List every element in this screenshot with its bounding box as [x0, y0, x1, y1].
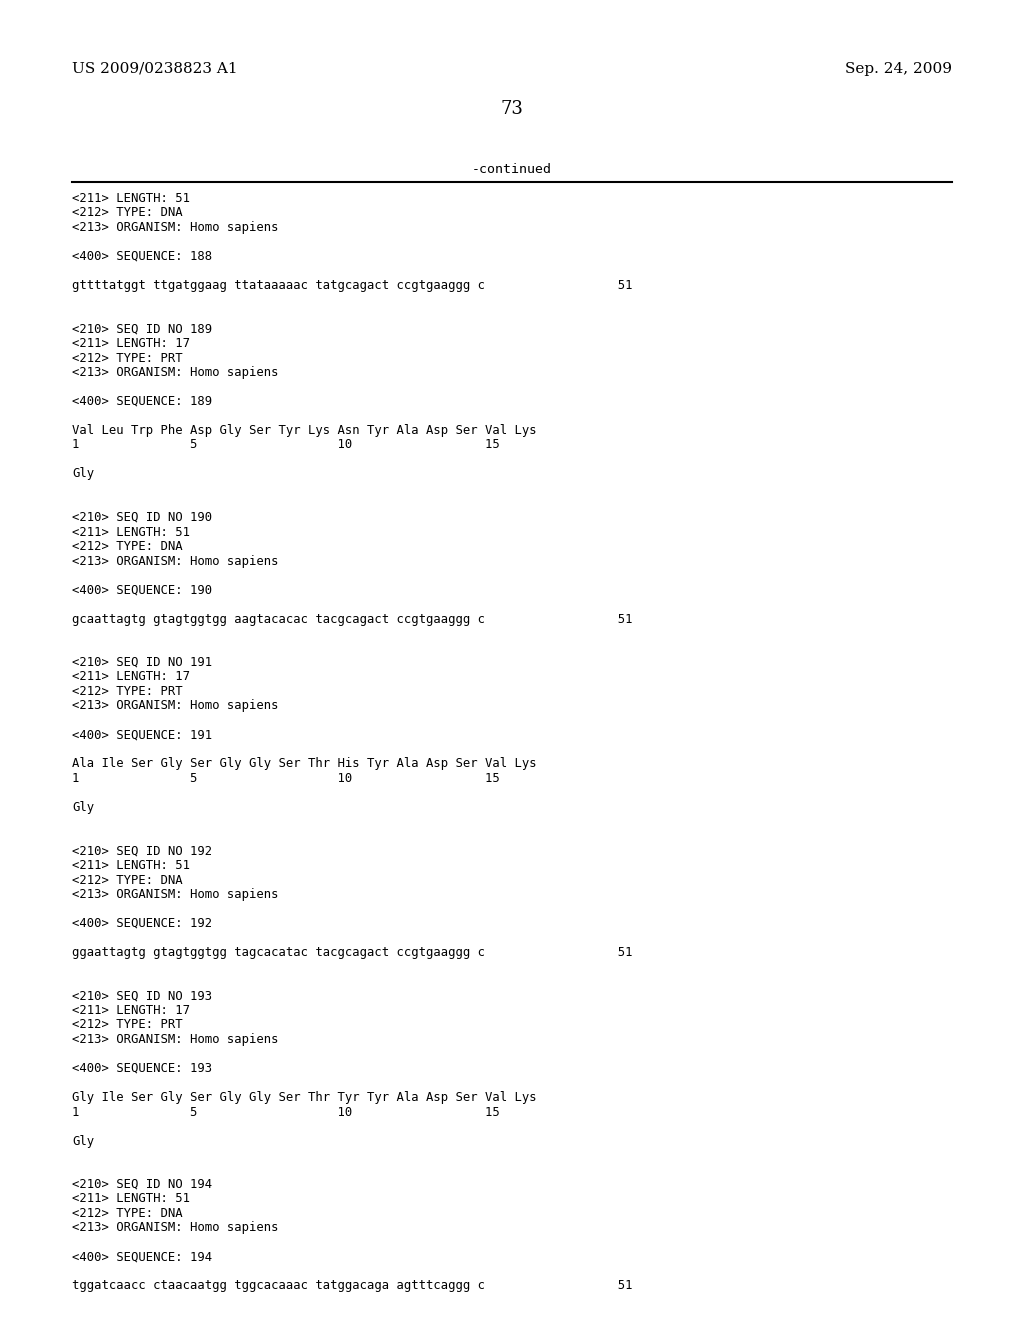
- Text: <211> LENGTH: 51: <211> LENGTH: 51: [72, 1192, 190, 1205]
- Text: <212> TYPE: DNA: <212> TYPE: DNA: [72, 874, 182, 887]
- Text: <213> ORGANISM: Homo sapiens: <213> ORGANISM: Homo sapiens: [72, 220, 279, 234]
- Text: <210> SEQ ID NO 193: <210> SEQ ID NO 193: [72, 990, 212, 1002]
- Text: <213> ORGANISM: Homo sapiens: <213> ORGANISM: Homo sapiens: [72, 1034, 279, 1045]
- Text: US 2009/0238823 A1: US 2009/0238823 A1: [72, 62, 238, 77]
- Text: <212> TYPE: PRT: <212> TYPE: PRT: [72, 351, 182, 364]
- Text: <211> LENGTH: 17: <211> LENGTH: 17: [72, 1005, 190, 1016]
- Text: <212> TYPE: DNA: <212> TYPE: DNA: [72, 540, 182, 553]
- Text: Sep. 24, 2009: Sep. 24, 2009: [845, 62, 952, 77]
- Text: <400> SEQUENCE: 192: <400> SEQUENCE: 192: [72, 917, 212, 931]
- Text: <400> SEQUENCE: 188: <400> SEQUENCE: 188: [72, 249, 212, 263]
- Text: <400> SEQUENCE: 191: <400> SEQUENCE: 191: [72, 729, 212, 742]
- Text: 1               5                   10                  15: 1 5 10 15: [72, 438, 500, 451]
- Text: Val Leu Trp Phe Asp Gly Ser Tyr Lys Asn Tyr Ala Asp Ser Val Lys: Val Leu Trp Phe Asp Gly Ser Tyr Lys Asn …: [72, 424, 537, 437]
- Text: <210> SEQ ID NO 192: <210> SEQ ID NO 192: [72, 845, 212, 858]
- Text: <400> SEQUENCE: 190: <400> SEQUENCE: 190: [72, 583, 212, 597]
- Text: <212> TYPE: PRT: <212> TYPE: PRT: [72, 1019, 182, 1031]
- Text: <212> TYPE: DNA: <212> TYPE: DNA: [72, 1206, 182, 1220]
- Text: <210> SEQ ID NO 190: <210> SEQ ID NO 190: [72, 511, 212, 524]
- Text: <211> LENGTH: 17: <211> LENGTH: 17: [72, 337, 190, 350]
- Text: gttttatggt ttgatggaag ttataaaaac tatgcagact ccgtgaaggg c                  51: gttttatggt ttgatggaag ttataaaaac tatgcag…: [72, 279, 633, 292]
- Text: gcaattagtg gtagtggtgg aagtacacac tacgcagact ccgtgaaggg c                  51: gcaattagtg gtagtggtgg aagtacacac tacgcag…: [72, 612, 633, 626]
- Text: ggaattagtg gtagtggtgg tagcacatac tacgcagact ccgtgaaggg c                  51: ggaattagtg gtagtggtgg tagcacatac tacgcag…: [72, 946, 633, 960]
- Text: <213> ORGANISM: Homo sapiens: <213> ORGANISM: Homo sapiens: [72, 554, 279, 568]
- Text: <211> LENGTH: 51: <211> LENGTH: 51: [72, 525, 190, 539]
- Text: 73: 73: [501, 100, 523, 117]
- Text: <400> SEQUENCE: 194: <400> SEQUENCE: 194: [72, 1250, 212, 1263]
- Text: tggatcaacc ctaacaatgg tggcacaaac tatggacaga agtttcaggg c                  51: tggatcaacc ctaacaatgg tggcacaaac tatggac…: [72, 1279, 633, 1292]
- Text: <213> ORGANISM: Homo sapiens: <213> ORGANISM: Homo sapiens: [72, 366, 279, 379]
- Text: <211> LENGTH: 51: <211> LENGTH: 51: [72, 859, 190, 873]
- Text: <212> TYPE: DNA: <212> TYPE: DNA: [72, 206, 182, 219]
- Text: Gly: Gly: [72, 467, 94, 480]
- Text: 1               5                   10                  15: 1 5 10 15: [72, 1106, 500, 1118]
- Text: <210> SEQ ID NO 191: <210> SEQ ID NO 191: [72, 656, 212, 669]
- Text: <400> SEQUENCE: 193: <400> SEQUENCE: 193: [72, 1063, 212, 1074]
- Text: <400> SEQUENCE: 189: <400> SEQUENCE: 189: [72, 395, 212, 408]
- Text: <213> ORGANISM: Homo sapiens: <213> ORGANISM: Homo sapiens: [72, 888, 279, 902]
- Text: <211> LENGTH: 51: <211> LENGTH: 51: [72, 191, 190, 205]
- Text: <210> SEQ ID NO 194: <210> SEQ ID NO 194: [72, 1177, 212, 1191]
- Text: <213> ORGANISM: Homo sapiens: <213> ORGANISM: Homo sapiens: [72, 1221, 279, 1234]
- Text: <213> ORGANISM: Homo sapiens: <213> ORGANISM: Homo sapiens: [72, 700, 279, 713]
- Text: <212> TYPE: PRT: <212> TYPE: PRT: [72, 685, 182, 698]
- Text: Gly: Gly: [72, 801, 94, 814]
- Text: Gly: Gly: [72, 1134, 94, 1147]
- Text: 1               5                   10                  15: 1 5 10 15: [72, 772, 500, 785]
- Text: <210> SEQ ID NO 189: <210> SEQ ID NO 189: [72, 322, 212, 335]
- Text: Gly Ile Ser Gly Ser Gly Gly Ser Thr Tyr Tyr Ala Asp Ser Val Lys: Gly Ile Ser Gly Ser Gly Gly Ser Thr Tyr …: [72, 1092, 537, 1104]
- Text: -continued: -continued: [472, 162, 552, 176]
- Text: <211> LENGTH: 17: <211> LENGTH: 17: [72, 671, 190, 684]
- Text: Ala Ile Ser Gly Ser Gly Gly Ser Thr His Tyr Ala Asp Ser Val Lys: Ala Ile Ser Gly Ser Gly Gly Ser Thr His …: [72, 758, 537, 771]
